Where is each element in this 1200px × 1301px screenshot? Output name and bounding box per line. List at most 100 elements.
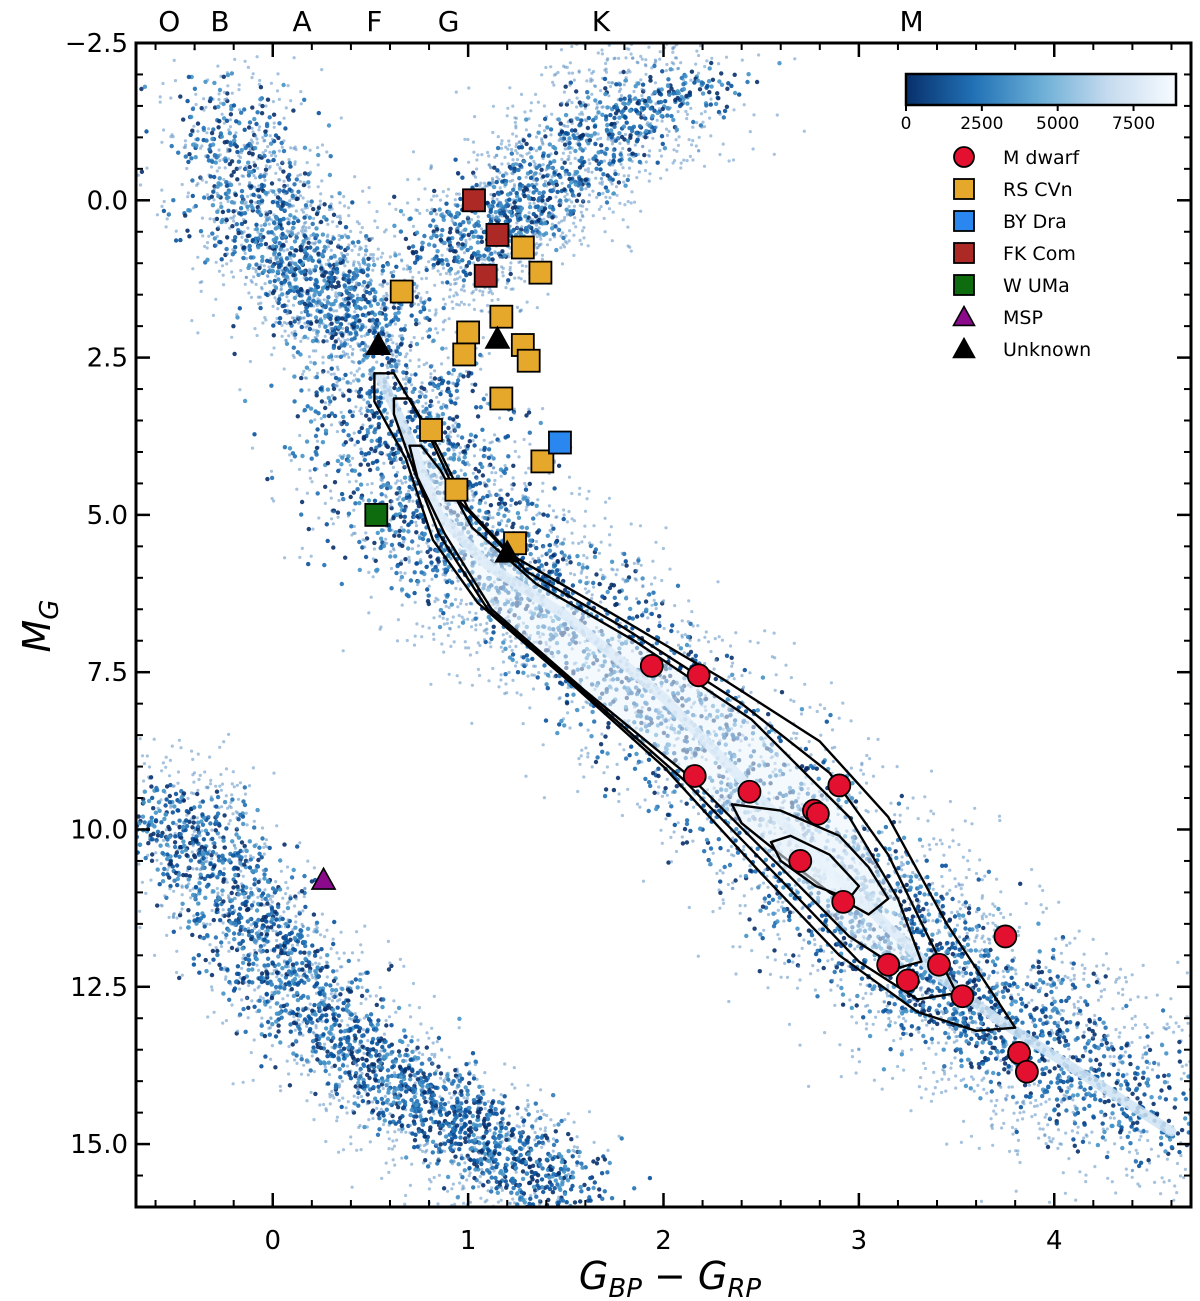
density-point xyxy=(541,489,545,493)
density-point xyxy=(1145,1066,1149,1070)
density-point xyxy=(304,365,310,370)
density-point xyxy=(572,573,577,577)
density-point xyxy=(357,429,362,435)
density-point xyxy=(570,491,574,496)
density-point xyxy=(406,546,411,551)
density-point xyxy=(347,409,353,414)
density-point xyxy=(416,583,420,587)
density-point xyxy=(472,454,477,458)
density-point xyxy=(797,932,802,937)
density-point xyxy=(435,395,439,399)
density-point xyxy=(786,914,792,919)
density-point xyxy=(392,548,396,552)
density-point xyxy=(920,1019,924,1023)
density-point xyxy=(1093,1165,1097,1169)
density-point xyxy=(729,844,734,849)
density-point xyxy=(813,763,817,768)
density-point xyxy=(454,598,458,602)
density-point xyxy=(1128,1061,1133,1067)
density-point xyxy=(1060,1098,1064,1102)
density-point xyxy=(1010,948,1015,953)
density-point xyxy=(739,704,744,709)
density-point xyxy=(538,512,542,516)
density-point xyxy=(1193,1121,1197,1125)
density-point xyxy=(960,893,964,897)
density-point xyxy=(503,646,508,651)
density-point xyxy=(555,544,559,548)
density-point xyxy=(362,457,367,463)
density-point xyxy=(579,754,583,758)
density-point xyxy=(923,1066,928,1071)
density-point xyxy=(838,930,843,935)
density-point xyxy=(1125,1086,1131,1092)
density-point xyxy=(837,716,841,720)
density-point xyxy=(532,664,536,668)
density-point xyxy=(818,927,822,931)
density-point xyxy=(549,670,553,674)
density-point xyxy=(957,947,962,952)
density-point xyxy=(474,611,478,615)
density-point xyxy=(469,505,474,510)
density-point xyxy=(968,971,974,976)
density-point xyxy=(587,589,591,593)
density-point xyxy=(946,1032,951,1036)
density-point xyxy=(799,712,804,716)
density-point xyxy=(966,906,972,911)
density-point xyxy=(464,602,468,606)
density-point xyxy=(1145,1077,1151,1082)
density-point xyxy=(448,456,453,461)
density-point xyxy=(487,679,491,683)
density-point xyxy=(355,369,359,373)
density-point xyxy=(632,561,637,566)
density-point xyxy=(1104,1040,1110,1046)
density-point xyxy=(369,595,373,599)
density-point xyxy=(1091,937,1095,942)
density-point xyxy=(1128,998,1133,1002)
density-point xyxy=(968,1058,972,1062)
density-point xyxy=(1193,1156,1196,1159)
density-point xyxy=(605,751,610,756)
density-point xyxy=(1121,993,1125,997)
density-point xyxy=(866,737,871,741)
density-point xyxy=(867,1033,873,1039)
density-point xyxy=(376,415,382,420)
density-point xyxy=(400,603,404,607)
density-point xyxy=(252,432,257,437)
density-point xyxy=(816,776,821,781)
density-point xyxy=(934,1052,938,1056)
density-point xyxy=(503,464,507,468)
density-point xyxy=(660,600,665,604)
density-point xyxy=(978,858,982,862)
density-point xyxy=(646,593,650,597)
density-point xyxy=(1135,1096,1140,1101)
density-point xyxy=(391,341,395,345)
density-point xyxy=(1040,1067,1045,1072)
density-point xyxy=(808,705,812,709)
density-point xyxy=(1150,1031,1154,1035)
density-point xyxy=(684,642,690,648)
density-point xyxy=(968,1086,973,1091)
density-point xyxy=(901,835,907,840)
density-point xyxy=(1087,1141,1092,1145)
density-point xyxy=(346,511,352,516)
density-point xyxy=(375,458,380,464)
density-point xyxy=(980,917,985,921)
density-point xyxy=(1121,1006,1125,1011)
density-point xyxy=(287,446,293,451)
density-point xyxy=(901,1049,905,1053)
density-point xyxy=(981,925,986,931)
density-point xyxy=(634,751,639,757)
density-point xyxy=(457,455,461,459)
density-point xyxy=(1128,1116,1133,1121)
density-point xyxy=(1115,1071,1121,1077)
density-point xyxy=(1106,1098,1111,1104)
density-point xyxy=(433,565,438,570)
density-point xyxy=(931,979,936,984)
density-point xyxy=(828,712,833,718)
density-point xyxy=(760,675,766,680)
density-point xyxy=(898,820,902,824)
density-point xyxy=(729,655,734,660)
density-point xyxy=(457,613,461,618)
density-point xyxy=(795,926,800,931)
density-point xyxy=(329,411,335,416)
